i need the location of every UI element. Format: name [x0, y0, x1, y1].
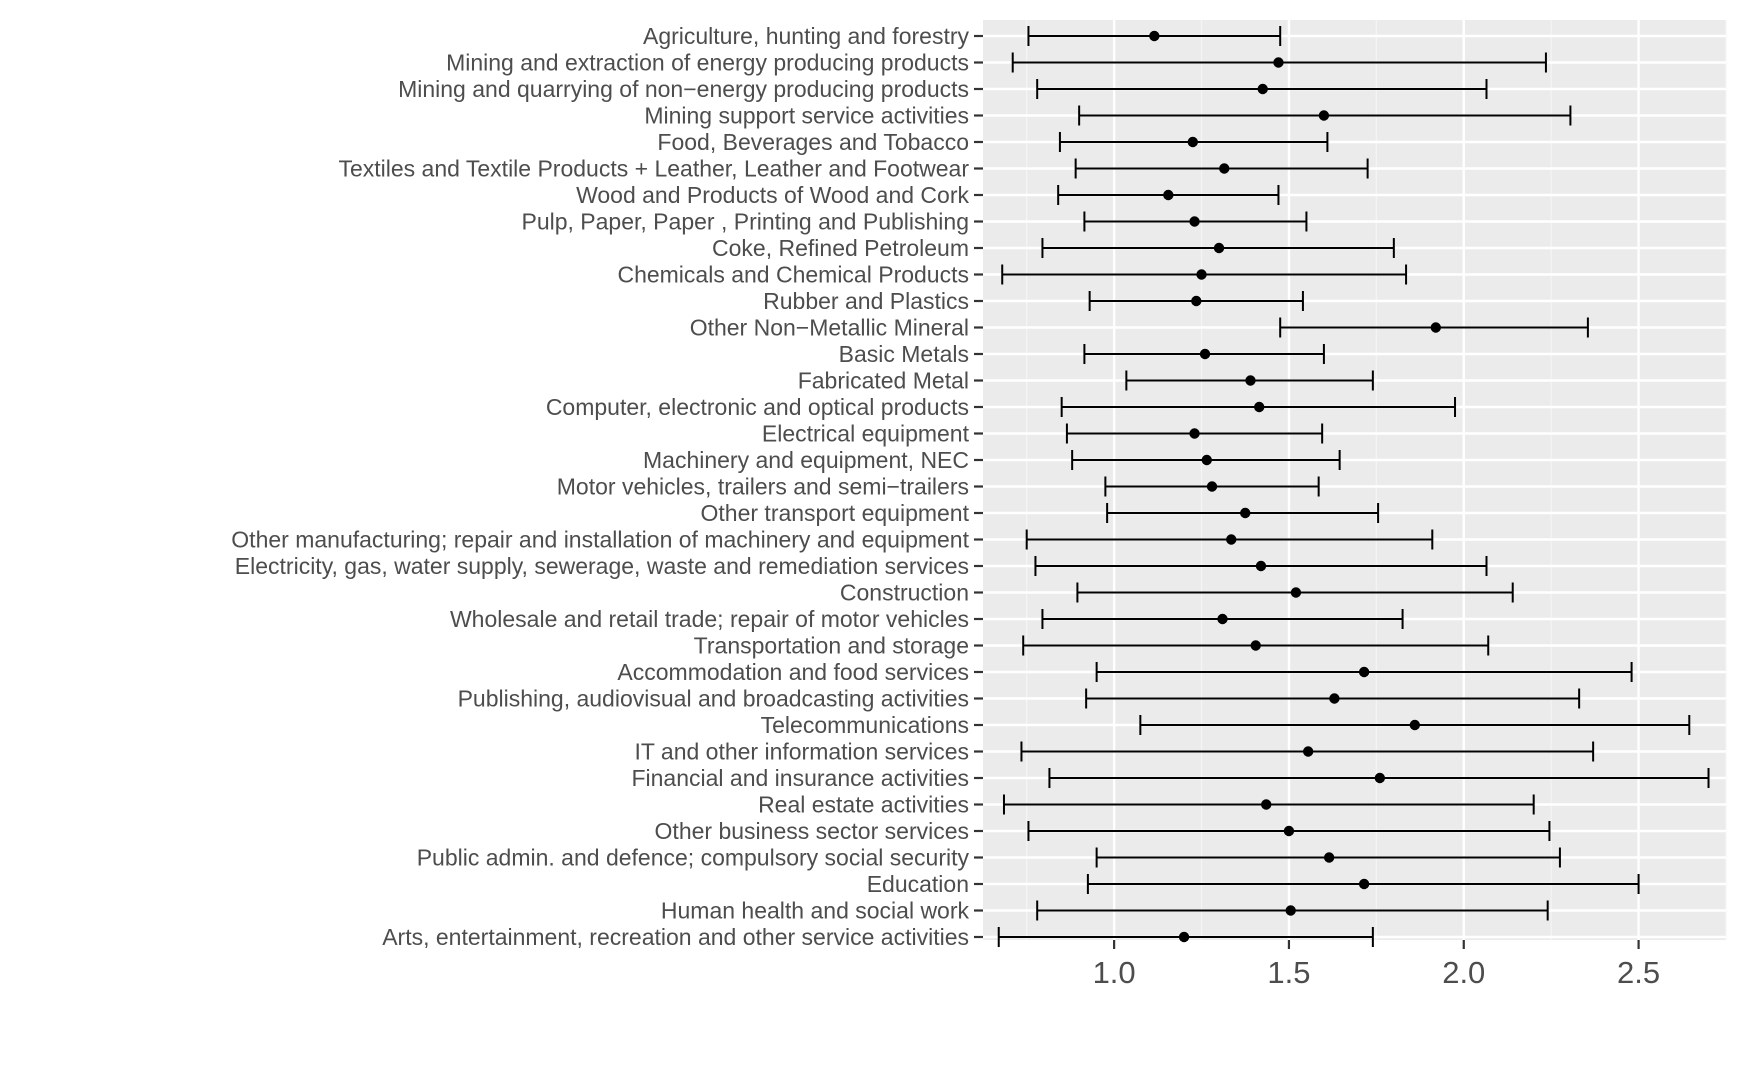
point-estimate [1430, 322, 1441, 333]
y-axis-category-label: Telecommunications [761, 712, 969, 738]
point-estimate [1149, 30, 1160, 42]
x-axis-tick-label: 2.0 [1442, 955, 1485, 990]
y-axis-category-label: IT and other information services [634, 739, 969, 765]
point-estimate [1257, 83, 1268, 95]
point-estimate [1189, 428, 1200, 439]
y-axis-category-label: Other transport equipment [701, 500, 970, 526]
y-axis-category-label: Publishing, audiovisual and broadcasting… [458, 686, 969, 712]
y-axis-category-label: Mining support service activities [644, 103, 969, 129]
y-axis-category-label: Pulp, Paper, Paper , Printing and Publis… [521, 209, 969, 235]
y-axis-category-label: Basic Metals [839, 341, 969, 367]
point-estimate [1255, 560, 1267, 572]
y-axis-category-label: Computer, electronic and optical product… [546, 394, 969, 420]
point-estimate [1199, 348, 1211, 360]
y-axis-category-label: Other Non−Metallic Mineral [690, 315, 969, 341]
x-axis-tick-label: 1.0 [1093, 955, 1136, 990]
point-estimate [1285, 905, 1296, 916]
y-axis-category-label: Electrical equipment [762, 421, 970, 447]
point-estimate [1329, 693, 1340, 704]
y-axis-category-label: Other manufacturing; repair and installa… [231, 527, 969, 553]
y-axis-category-label: Mining and quarrying of non−energy produ… [398, 76, 969, 102]
point-estimate [1196, 269, 1207, 280]
point-estimates [1149, 30, 1441, 943]
y-axis-category-label: Textiles and Textile Products + Leather,… [338, 156, 969, 182]
y-axis-category-label: Other business sector services [655, 818, 969, 844]
point-estimate [1163, 189, 1174, 201]
point-estimate [1201, 454, 1212, 466]
point-estimate [1358, 666, 1370, 678]
point-estimate [1409, 719, 1421, 731]
y-axis-category-label: Rubber and Plastics [763, 288, 969, 314]
y-axis-category-label: Accommodation and food services [617, 659, 969, 685]
x-axis-tick-label: 2.5 [1617, 955, 1660, 990]
y-axis-category-label: Financial and insurance activities [631, 765, 969, 791]
y-axis-category-labels: Agriculture, hunting and forestryMining … [231, 23, 969, 950]
y-axis-category-label: Motor vehicles, trailers and semi−traile… [557, 474, 969, 500]
y-axis-category-label: Wholesale and retail trade; repair of mo… [450, 606, 969, 632]
y-axis-category-label: Real estate activities [758, 792, 969, 818]
y-axis-category-label: Arts, entertainment, recreation and othe… [382, 924, 969, 950]
point-estimate [1302, 746, 1314, 757]
y-axis-category-label: Public admin. and defence; compulsory so… [417, 845, 970, 871]
point-estimate [1217, 613, 1228, 625]
y-axis-category-label: Chemicals and Chemical Products [617, 262, 969, 288]
point-estimate [1250, 640, 1261, 651]
point-estimate [1273, 57, 1284, 68]
point-estimate [1283, 825, 1295, 837]
x-axis-tick-label: 1.5 [1267, 955, 1310, 990]
axis-ticks [974, 34, 1640, 949]
plot-panel-background [983, 20, 1726, 940]
y-axis-category-label: Fabricated Metal [798, 368, 969, 394]
point-estimate [1213, 242, 1225, 254]
point-estimate [1189, 216, 1200, 227]
y-axis-category-label: Human health and social work [661, 898, 970, 924]
point-estimate [1374, 772, 1386, 784]
y-axis-category-label: Wood and Products of Wood and Cork [576, 182, 969, 208]
y-axis-category-label: Food, Beverages and Tobacco [657, 129, 969, 155]
point-estimate [1187, 136, 1198, 148]
y-axis-category-label: Construction [840, 580, 969, 606]
point-estimate [1191, 295, 1202, 307]
point-estimate [1178, 931, 1190, 943]
point-estimate [1261, 799, 1272, 810]
y-axis-category-label: Electricity, gas, water supply, sewerage… [235, 553, 969, 579]
y-axis-category-label: Mining and extraction of energy producin… [446, 50, 969, 76]
point-estimate [1240, 507, 1251, 519]
y-axis-category-label: Agriculture, hunting and forestry [643, 23, 970, 49]
point-estimate [1219, 163, 1230, 174]
point-estimate [1290, 587, 1302, 598]
point-estimate [1226, 534, 1237, 545]
y-axis-category-label: Education [867, 871, 969, 897]
y-axis-category-label: Transportation and storage [694, 633, 969, 659]
point-estimate [1254, 401, 1265, 413]
point-estimate [1358, 878, 1370, 890]
x-axis-tick-labels: 1.0 1.5 2.0 2.5 [1093, 955, 1661, 990]
point-estimate [1318, 110, 1330, 121]
point-estimate [1245, 375, 1256, 386]
y-axis-category-label: Machinery and equipment, NEC [643, 447, 969, 473]
point-estimate [1206, 481, 1218, 492]
point-estimate [1323, 852, 1335, 863]
y-axis-category-label: Coke, Refined Petroleum [712, 235, 969, 261]
